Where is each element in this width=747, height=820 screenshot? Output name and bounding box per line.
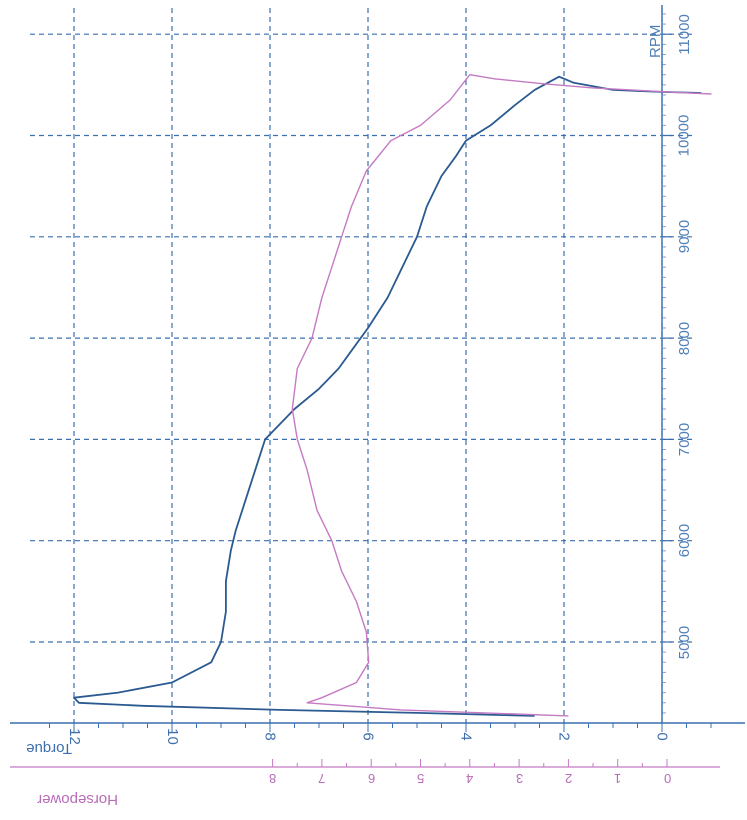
torque-tick-label: 2 [555,731,573,741]
horsepower-tick-label: 0 [663,770,671,786]
series-lines [73,73,712,717]
torque-tick-label: 12 [65,727,83,745]
rpm-tick-label: 9000 [675,220,693,254]
torque-tick-label: 6 [359,731,377,741]
horsepower-tick-label: 8 [269,770,277,786]
rpm-tick-label: 8000 [675,321,693,355]
rpm-axis-title: RPM [647,24,664,58]
rpm-tick-label: 6000 [675,524,693,558]
series-line-horsepower [291,73,712,717]
rpm-tick-label: 11000 [675,13,693,55]
horsepower-tick-label: 5 [417,770,425,786]
horsepower-tick-label: 7 [318,770,326,786]
grid-lines [30,8,695,723]
rpm-tick-label: 5000 [675,625,693,659]
rpm-tick-label: 10000 [675,114,693,157]
torque-tick-label: 4 [457,731,475,741]
horsepower-tick-label: 6 [367,770,375,786]
series-line-torque [73,75,702,717]
horsepower-tick-label: 2 [564,770,573,786]
horsepower-tick-label: 3 [515,770,523,786]
horsepower-axis-title: Horsepower [37,791,118,808]
axis-lines [10,5,745,768]
horsepower-tick-label: 1 [614,770,622,786]
torque-tick-label: 10 [163,727,181,745]
torque-tick-label: 8 [261,731,279,741]
torque-tick-label: 0 [653,731,671,741]
horsepower-tick-label: 4 [466,770,474,786]
rpm-tick-label: 7000 [675,422,693,457]
